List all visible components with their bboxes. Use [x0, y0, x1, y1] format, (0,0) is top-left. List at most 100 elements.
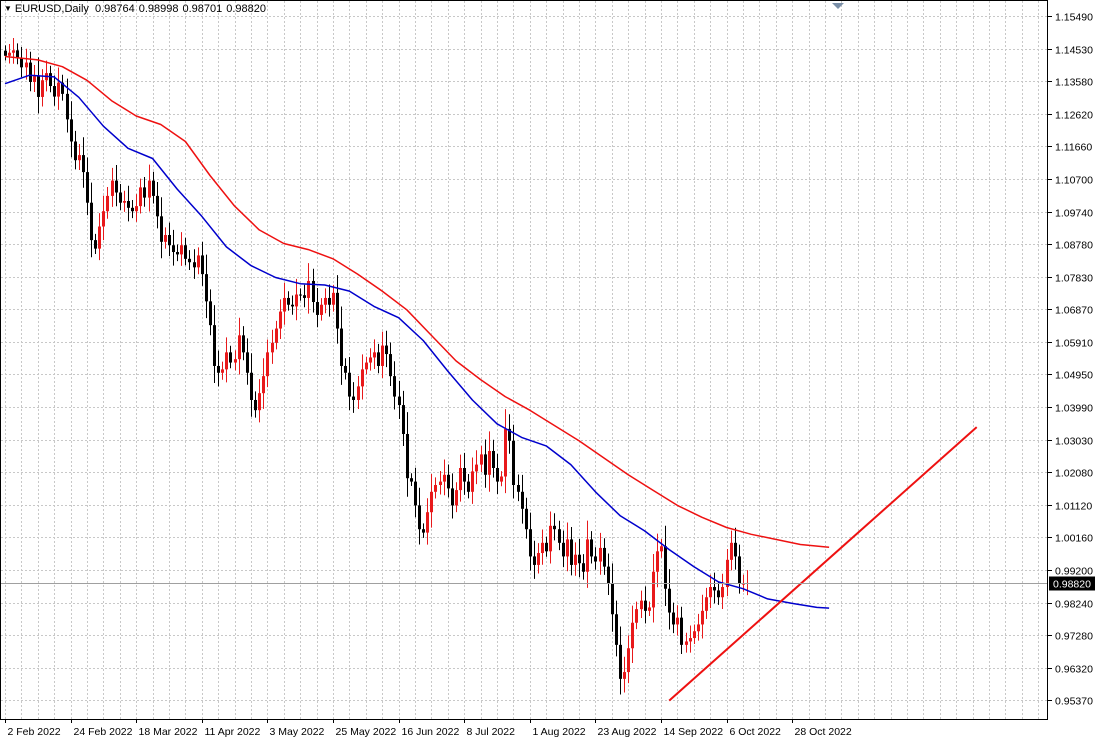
candle-body-bear: [250, 372, 253, 400]
candle-body-bear: [143, 187, 146, 198]
candle-body-bear: [664, 546, 667, 589]
x-tick-label: 1 Aug 2022: [533, 726, 586, 738]
candle-body-bear: [463, 467, 466, 482]
candle-body-bear: [521, 491, 524, 509]
candle-body-bull: [41, 80, 44, 97]
candle-body-bull: [697, 624, 700, 632]
candle-body-bull: [381, 345, 384, 366]
candle-body-bull: [262, 376, 265, 394]
candle-body-bull: [106, 195, 109, 212]
candle-body-bear: [299, 294, 302, 296]
candle-body-bear: [562, 542, 565, 557]
candle-body-bear: [377, 352, 380, 366]
candle-body-bull: [135, 206, 138, 212]
close-value: 0.98820: [226, 3, 267, 15]
plot-frame: [0, 0, 1048, 720]
y-tick-label: 0.97280: [1055, 631, 1093, 643]
candle-body-bear: [619, 644, 622, 679]
candle-body-bear: [414, 481, 417, 506]
candle-body-bear: [607, 566, 610, 584]
candle-body-bull: [139, 187, 142, 207]
y-tick-label: 0.98240: [1055, 599, 1093, 611]
candle-body-bear: [496, 467, 499, 482]
candle-body-bear: [49, 73, 52, 87]
candle-body-bear: [611, 583, 614, 615]
candle-body-bull: [332, 292, 335, 305]
candle-body-bear: [410, 478, 413, 482]
y-tick-label: 0.95370: [1055, 696, 1093, 708]
candles: [4, 38, 749, 695]
candle-body-bull: [566, 539, 569, 557]
candle-body-bear: [508, 428, 511, 441]
support-trendline: [668, 426, 978, 702]
candle-body-bear: [119, 192, 122, 203]
candle-body-bull: [225, 352, 228, 370]
candle-body-bull: [307, 280, 310, 298]
candle-body-bear: [291, 304, 294, 307]
candle-body-bull: [742, 583, 745, 585]
candle-body-bear: [594, 556, 597, 562]
candle-body-bull: [320, 304, 323, 315]
candle-body-bear: [451, 488, 454, 506]
y-tick-label: 1.06870: [1055, 305, 1093, 317]
candle-body-bull: [480, 454, 483, 465]
candle-body-bull: [471, 471, 474, 492]
candle-body-bear: [558, 529, 561, 543]
candle-body-bull: [279, 311, 282, 329]
candle-body-bull: [685, 641, 688, 645]
candle-body-bear: [352, 396, 355, 400]
candle-body-bull: [689, 638, 692, 642]
candle-body-bull: [676, 617, 679, 625]
candle-body-bull: [266, 352, 269, 377]
grid-lines: [1, 1, 1047, 719]
candle-body-bull: [221, 369, 224, 373]
candle-body-bear: [590, 539, 593, 557]
candle-body-bear: [529, 529, 532, 557]
candle-body-bull: [123, 201, 126, 203]
candle-body-bear: [393, 376, 396, 397]
candle-body-bull: [549, 525, 552, 552]
candle-body-bear: [672, 612, 675, 625]
indicator-lines: [1, 55, 1048, 702]
candle-body-bear: [336, 292, 339, 329]
last-price-box: [1049, 576, 1095, 591]
x-tick-label: 11 Apr 2022: [205, 726, 261, 738]
candle-body-bear: [578, 554, 581, 564]
x-tick-label: 25 May 2022: [336, 726, 397, 738]
candle-body-bear: [172, 245, 175, 253]
candle-body-bull: [148, 180, 151, 198]
candle-body-bear: [37, 76, 40, 97]
candle-body-bear: [156, 195, 159, 217]
candle-body-bear: [229, 352, 232, 363]
candle-body-bear: [734, 542, 737, 557]
last-price-label: 0.98820: [1053, 579, 1091, 591]
candle-body-bear: [61, 82, 64, 94]
candle-body-bull: [504, 428, 507, 477]
candle-body-bull: [701, 610, 704, 625]
y-tick-label: 1.15490: [1055, 12, 1093, 24]
y-tick-label: 1.04950: [1055, 370, 1093, 382]
candle-body-bull: [357, 386, 360, 400]
candle-body-bear: [70, 119, 73, 142]
candle-body-bear: [20, 58, 23, 68]
candle-body-bear: [517, 485, 520, 492]
candle-body-bull: [426, 512, 429, 533]
candle-body-bear: [242, 335, 245, 353]
candle-body-bear: [615, 614, 618, 645]
symbol-menu-icon[interactable]: ▼: [4, 4, 12, 13]
y-tick-label: 1.07830: [1055, 273, 1093, 285]
y-tick-label: 1.05910: [1055, 338, 1093, 350]
candle-body-bull: [258, 393, 261, 411]
x-tick-label: 24 Feb 2022: [74, 726, 133, 738]
candle-body-bear: [16, 50, 19, 59]
candle-body-bear: [484, 454, 487, 475]
candle-body-bull: [365, 362, 368, 370]
y-tick-label: 1.12620: [1055, 110, 1093, 122]
candle-body-bull: [102, 211, 105, 227]
ma_slow-line: [4, 55, 830, 548]
candle-body-bear: [340, 328, 343, 366]
candle-body-bear: [94, 240, 97, 249]
